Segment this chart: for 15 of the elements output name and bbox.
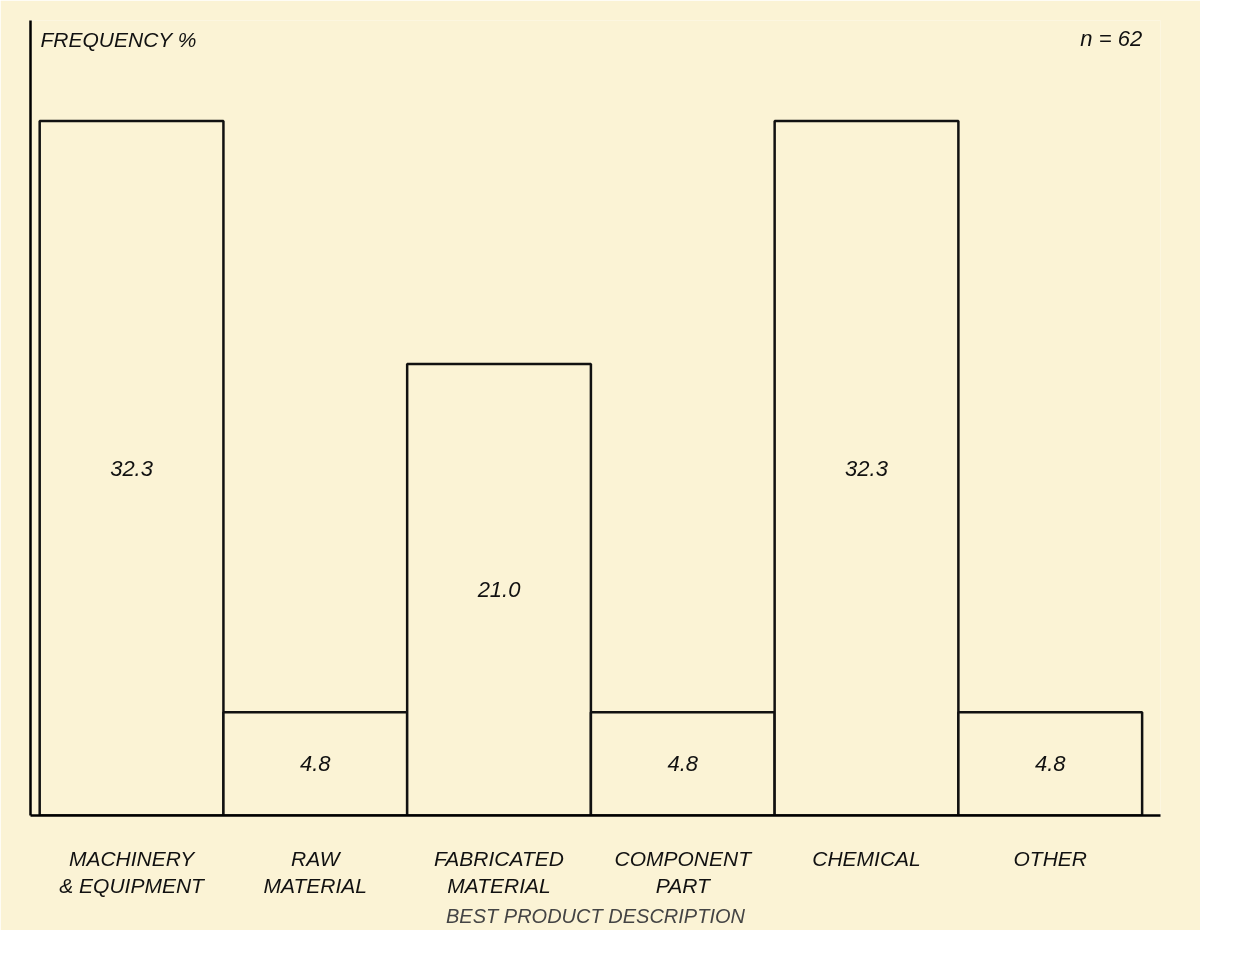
- data-label: 32.3: [845, 455, 889, 481]
- x-tick-label: RAW MATERIAL: [263, 846, 368, 898]
- x-tick-label: MACHINERY & EQUIPMENT: [59, 846, 207, 898]
- data-label: 32.3: [110, 455, 154, 481]
- x-axis-title: BEST PRODUCT DESCRIPTION: [446, 905, 746, 928]
- x-tick-label: CHEMICAL: [812, 846, 921, 870]
- x-tick-label: FABRICATED MATERIAL: [434, 846, 564, 898]
- x-tick-label: COMPONENT PART: [614, 846, 754, 898]
- x-tick-label: OTHER: [1013, 846, 1088, 870]
- data-label: 4.8: [667, 751, 699, 777]
- text: n = 62: [1080, 25, 1143, 51]
- y-axis-title: FREQUENCY %: [40, 27, 197, 51]
- data-label: 4.8: [1034, 751, 1067, 777]
- data-label: 4.8: [300, 751, 332, 777]
- data-label: 21.0: [476, 577, 522, 603]
